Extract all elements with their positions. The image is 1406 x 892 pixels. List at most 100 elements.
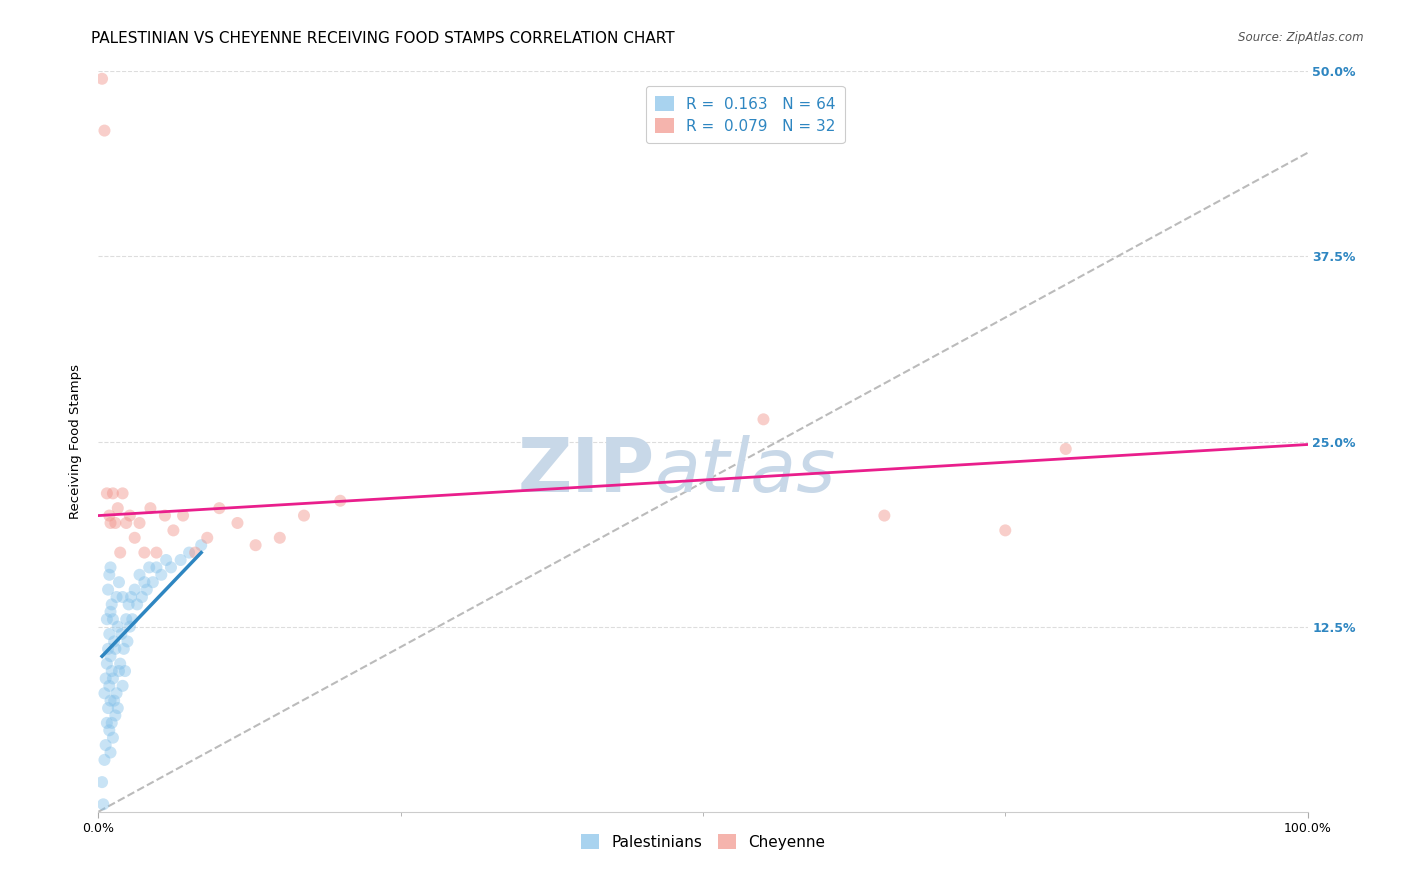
Point [269,531,291,545]
Point [111,679,134,693]
Point [108,575,131,590]
Point [128,516,150,530]
Point [97,582,120,597]
Point [96,486,118,500]
Point [94,672,117,686]
Point [104,708,127,723]
Point [104,641,127,656]
Point [97,701,120,715]
Point [115,516,138,530]
Point [100,664,122,678]
Point [1054,442,1077,456]
Point [108,664,131,678]
Point [245,538,267,552]
Point [97,641,120,656]
Point [105,590,128,604]
Point [94,738,117,752]
Point [127,598,149,612]
Point [121,612,143,626]
Point [108,657,131,671]
Point [98,723,121,738]
Point [117,634,139,648]
Point [98,508,121,523]
Point [100,715,122,730]
Point [98,679,121,693]
Point [138,560,160,574]
Point [104,516,127,530]
Point [96,612,118,626]
Point [91,775,114,789]
Point [100,516,122,530]
Point [118,508,141,523]
Point [105,686,128,700]
Point [114,664,136,678]
Point [111,486,134,500]
Legend: Palestinians, Cheyenne: Palestinians, Cheyenne [575,828,831,856]
Point [100,605,122,619]
Point [103,694,125,708]
Point [994,524,1017,538]
Point [190,538,212,552]
Point [169,553,191,567]
Point [142,575,165,590]
Point [91,71,114,86]
Point [135,582,157,597]
Point [91,797,114,812]
Point [96,657,118,671]
Point [145,546,167,560]
Point [112,641,135,656]
Point [100,560,122,574]
Point [195,531,218,545]
Point [100,694,122,708]
Point [752,412,775,426]
Text: PALESTINIAN VS CHEYENNE RECEIVING FOOD STAMPS CORRELATION CHART: PALESTINIAN VS CHEYENNE RECEIVING FOOD S… [91,31,675,46]
Point [98,627,121,641]
Point [93,686,115,700]
Point [128,567,150,582]
Point [150,567,173,582]
Point [107,619,129,633]
Point [134,575,156,590]
Point [155,553,177,567]
Point [107,701,129,715]
Point [110,627,132,641]
Point [103,634,125,648]
Point [179,546,201,560]
Point [208,501,231,516]
Point [134,546,156,560]
Y-axis label: Receiving Food Stamps: Receiving Food Stamps [69,364,83,519]
Point [118,619,141,633]
Point [145,560,167,574]
Point [162,524,184,538]
Point [160,560,183,574]
Point [172,508,194,523]
Point [93,753,115,767]
Point [115,612,138,626]
Point [118,598,141,612]
Point [96,715,118,730]
Text: ZIP: ZIP [517,434,655,508]
Point [124,531,146,545]
Point [101,731,124,745]
Text: Source: ZipAtlas.com: Source: ZipAtlas.com [1239,31,1364,45]
Point [153,508,176,523]
Point [184,546,207,560]
Point [873,508,896,523]
Point [101,672,124,686]
Point [100,746,122,760]
Point [124,582,146,597]
Point [101,612,124,626]
Point [100,649,122,664]
Point [131,590,153,604]
Point [139,501,162,516]
Point [98,567,121,582]
Point [226,516,249,530]
Point [292,508,315,523]
Point [107,501,129,516]
Point [120,590,142,604]
Point [101,486,124,500]
Point [108,546,131,560]
Text: atlas: atlas [655,435,837,508]
Point [100,598,122,612]
Point [111,590,134,604]
